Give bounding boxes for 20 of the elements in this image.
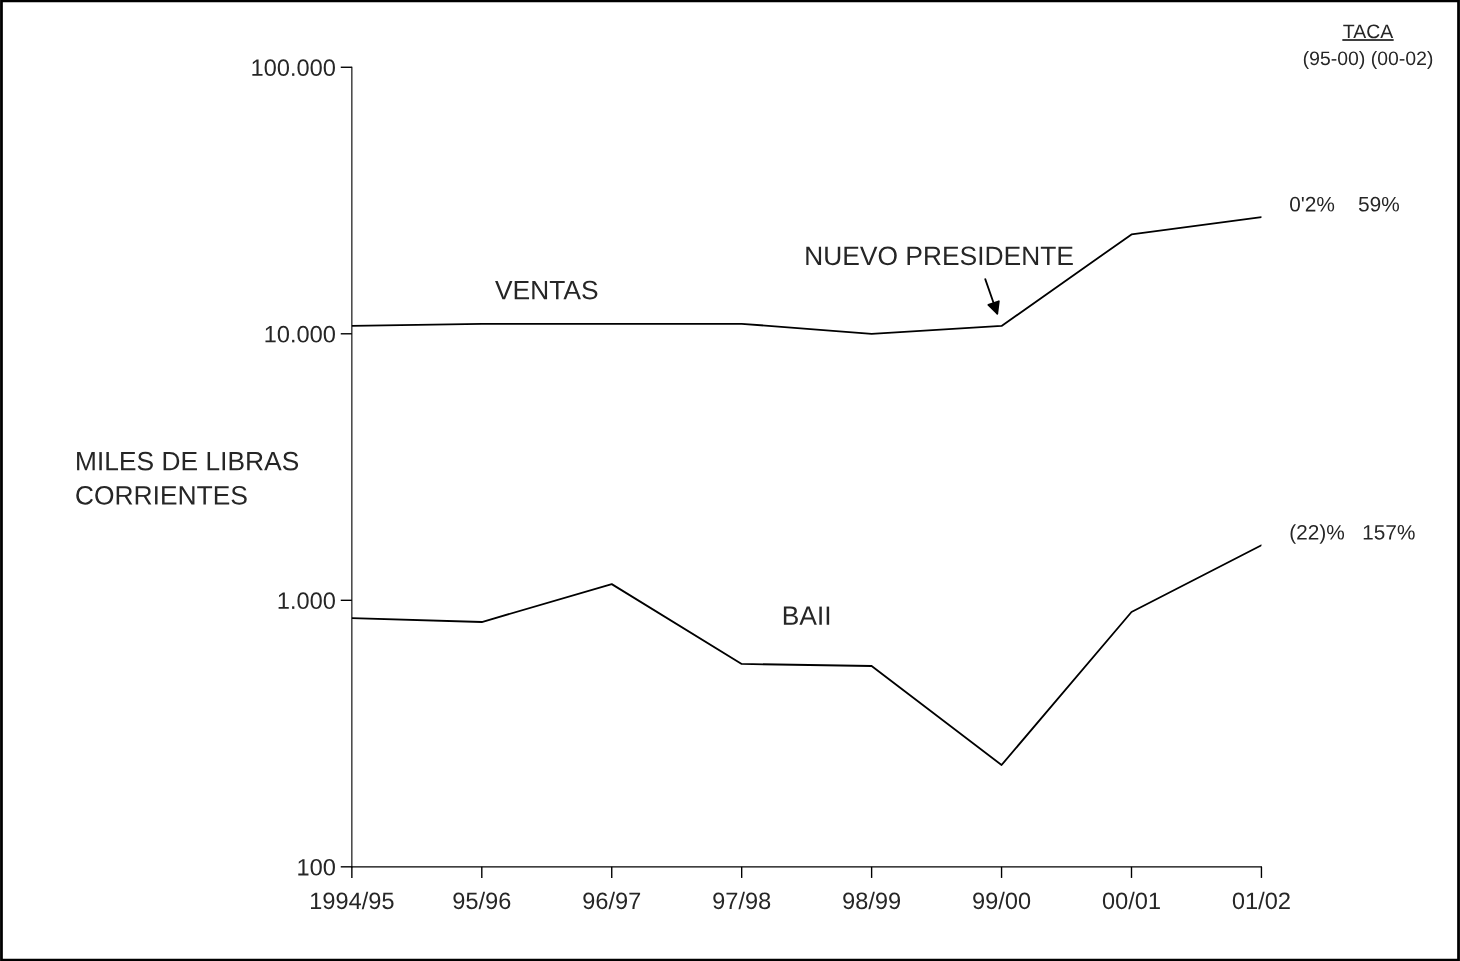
series-label: BAII xyxy=(783,606,830,625)
series-label: VENTAS xyxy=(495,280,598,300)
annotation: 0'2% 59% xyxy=(1290,196,1399,212)
annotation: NUEVO PRESIDENTE xyxy=(806,246,1073,266)
x-tick-label: 99/00 xyxy=(973,891,1031,910)
text: (95-00) (00-02) xyxy=(1303,50,1433,70)
y-tick-label: 100.000 xyxy=(252,59,335,77)
x-tick-label: 00/01 xyxy=(1102,891,1160,910)
x-tick-label: 97/98 xyxy=(713,891,771,910)
y-axis-title: MILES DE LIBRAS CORRIENTES xyxy=(76,451,299,505)
y-tick-label: 1.000 xyxy=(278,592,335,610)
y-tick-label: 100 xyxy=(298,858,335,876)
annotation: (22)% 157% xyxy=(1290,524,1415,544)
x-tick-label: 96/97 xyxy=(583,891,641,910)
x-tick-label: 1994/95 xyxy=(310,891,394,910)
x-tick-label: 95/96 xyxy=(453,891,511,910)
x-tick-label: 01/02 xyxy=(1232,891,1290,910)
text: TACA xyxy=(1343,24,1394,39)
x-tick-label: 98/99 xyxy=(843,891,901,910)
y-tick-label: 10.000 xyxy=(265,325,335,343)
